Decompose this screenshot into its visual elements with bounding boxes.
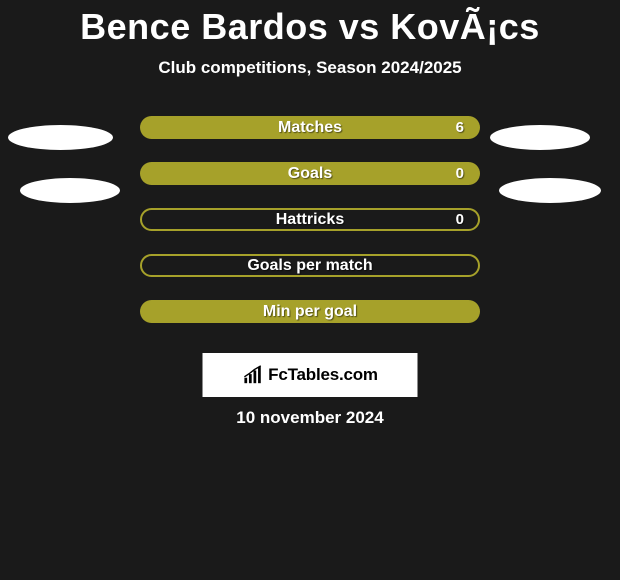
page-title: Bence Bardos vs KovÃ¡cs xyxy=(0,0,620,48)
side-ellipse xyxy=(490,125,590,150)
side-ellipse xyxy=(499,178,601,203)
side-ellipse xyxy=(20,178,120,203)
stat-bar xyxy=(140,208,480,231)
page-subtitle: Club competitions, Season 2024/2025 xyxy=(0,58,620,78)
stat-row: Goals per match xyxy=(0,254,620,300)
stat-bar xyxy=(140,116,480,139)
brand-badge: FcTables.com xyxy=(203,353,418,397)
stat-bar xyxy=(140,162,480,185)
bar-chart-icon xyxy=(242,365,264,385)
stat-bar xyxy=(140,300,480,323)
stat-bar xyxy=(140,254,480,277)
stat-row: Min per goal xyxy=(0,300,620,346)
stat-row: Hattricks 0 xyxy=(0,208,620,254)
date-text: 10 november 2024 xyxy=(0,408,620,428)
side-ellipse xyxy=(8,125,113,150)
brand-text: FcTables.com xyxy=(268,365,378,385)
stats-container: Matches 6 Goals 0 Hattricks 0 Goals per … xyxy=(0,116,620,346)
